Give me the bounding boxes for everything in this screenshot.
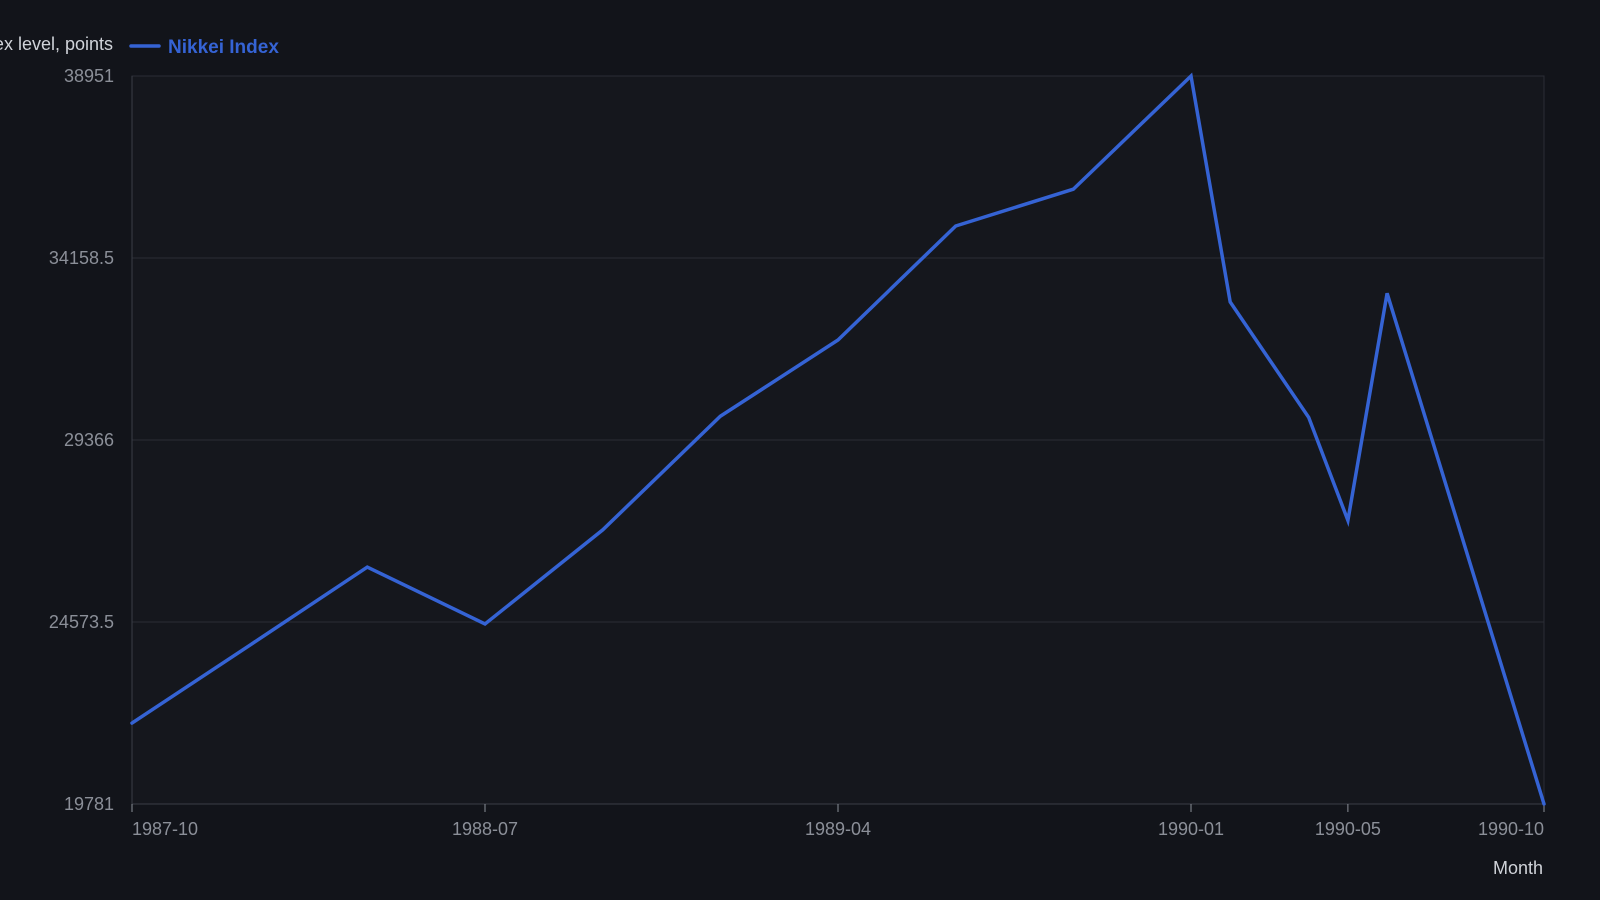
legend[interactable]: Nikkei Index bbox=[129, 37, 279, 58]
x-tick-label: 1990-10 bbox=[1478, 819, 1544, 839]
legend-label: Nikkei Index bbox=[168, 37, 279, 58]
x-tick-label: 1989-04 bbox=[805, 819, 871, 839]
x-tick-label: 1988-07 bbox=[452, 819, 518, 839]
axes: 38951 34158.5 29366 24573.5 19781 1987-10 1988… bbox=[49, 66, 1545, 839]
y-tick-label: 24573.5 bbox=[49, 612, 114, 632]
x-tick-label: 1987-10 bbox=[132, 819, 198, 839]
y-tick-label: 19781 bbox=[64, 794, 114, 814]
series-line-0[interactable] bbox=[130, 72, 1546, 806]
x-axis-title: Month bbox=[1493, 858, 1543, 878]
y-tick-label: 38951 bbox=[64, 66, 114, 86]
series-layer bbox=[130, 72, 1546, 806]
y-tick-label: 34158.5 bbox=[49, 248, 114, 268]
y-axis-title: Index level, points bbox=[0, 34, 113, 54]
y-tick-label: 29366 bbox=[64, 430, 114, 450]
x-tick-label: 1990-05 bbox=[1315, 819, 1381, 839]
x-tick-label: 1990-01 bbox=[1158, 819, 1224, 839]
